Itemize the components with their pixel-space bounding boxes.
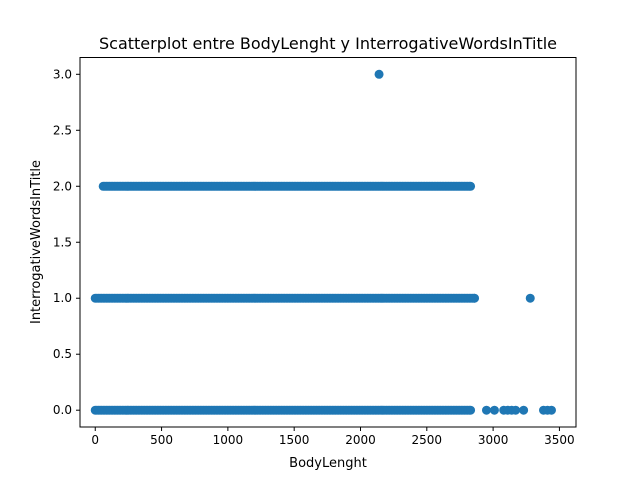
y-tick-label: 0.0 — [53, 403, 72, 417]
y-tick-label: 2.0 — [53, 179, 72, 193]
data-point — [470, 293, 480, 303]
x-tick-label: 500 — [150, 433, 173, 447]
y-tick-label: 2.5 — [53, 123, 72, 137]
x-axis-label: BodyLenght — [289, 456, 367, 471]
y-tick-label: 1.5 — [53, 235, 72, 249]
plot-area-frame — [79, 57, 577, 428]
data-point — [466, 181, 476, 191]
data-point — [466, 405, 476, 415]
chart-title: Scatterplot entre BodyLenght y Interroga… — [99, 34, 557, 53]
x-tick-label: 2000 — [345, 433, 376, 447]
data-point — [489, 405, 499, 415]
x-tick-label: 1500 — [279, 433, 310, 447]
data-point — [546, 405, 556, 415]
data-point — [511, 405, 521, 415]
y-tick-label: 1.0 — [53, 291, 72, 305]
data-point — [519, 405, 529, 415]
x-tick-label: 0 — [91, 433, 99, 447]
y-axis-ticks: 0.0 0.5 1.0 1.5 2.0 2.5 3.0 — [53, 67, 80, 417]
data-point — [374, 69, 384, 79]
x-tick-label: 2500 — [412, 433, 443, 447]
y-tick-label: 0.5 — [53, 347, 72, 361]
y-axis-label: InterrogativeWordsInTitle — [29, 160, 44, 324]
x-tick-label: 3000 — [478, 433, 509, 447]
data-point — [481, 405, 491, 415]
data-point — [525, 293, 535, 303]
x-axis-ticks: 0 500 1000 1500 2000 2500 3000 3500 — [91, 427, 575, 447]
data-points — [90, 69, 556, 415]
x-tick-label: 3500 — [544, 433, 575, 447]
x-tick-label: 1000 — [213, 433, 244, 447]
y-tick-label: 3.0 — [53, 67, 72, 81]
